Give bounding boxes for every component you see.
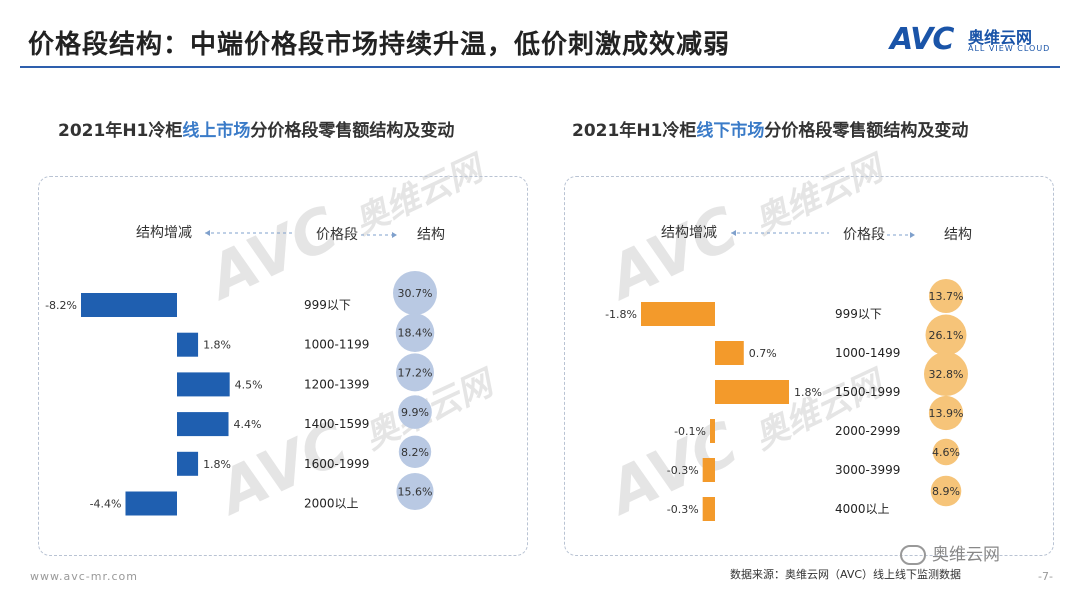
category-label: 999以下 — [835, 307, 882, 321]
chart-panel-online: 结构增减 价格段 结构 -8.2% 999以下 30.7% 1.8% 1000-1199 18.… — [38, 176, 528, 556]
bar — [177, 412, 229, 437]
category-label: 2000-2999 — [835, 424, 900, 438]
bar-label: 4.5% — [235, 378, 263, 391]
bar-label: 1.8% — [203, 339, 231, 352]
share-bubble — [924, 352, 968, 396]
bar-label: -0.1% — [674, 425, 706, 438]
arrow-right-icon — [910, 232, 915, 238]
share-bubble — [928, 395, 964, 431]
category-label: 2000以上 — [304, 497, 359, 511]
category-label: 1000-1199 — [304, 338, 369, 352]
share-label: 32.8% — [929, 368, 964, 381]
share-label: 13.9% — [929, 407, 964, 420]
wechat-badge: 奥维云网 — [900, 540, 1000, 565]
chart-title-part: 分价格段零售额结构及变动 — [764, 121, 969, 141]
chart-title-part: 2021年H1冷柜 — [58, 121, 183, 141]
category-label: 1600-1999 — [304, 457, 369, 471]
header-segment: 价格段 — [843, 227, 885, 243]
category-label: 1400-1599 — [304, 417, 369, 431]
bar — [125, 491, 177, 516]
bar — [177, 332, 199, 357]
page-number: -7- — [1038, 570, 1053, 583]
share-bubble — [398, 395, 432, 429]
share-bubble — [396, 353, 434, 392]
share-label: 15.6% — [398, 486, 433, 499]
logo-cn: 奥维云网 — [968, 28, 1033, 47]
share-label: 8.9% — [932, 485, 960, 498]
category-label: 999以下 — [304, 298, 351, 312]
bar — [702, 497, 715, 521]
chart-title-part: 2021年H1冷柜 — [572, 121, 697, 141]
chart-title-highlight: 线下市场 — [696, 121, 765, 141]
bar — [81, 293, 177, 317]
chart-title-offline: 2021年H1冷柜线下市场分价格段零售额结构及变动 — [572, 116, 968, 141]
share-label: 26.1% — [929, 329, 964, 342]
chart-online: 结构增减 价格段 结构 -8.2% 999以下 30.7% 1.8% 1000-1199 18.… — [45, 225, 445, 516]
share-label: 9.9% — [401, 406, 429, 419]
chart-offline: 结构增减 价格段 结构 -1.8% 999以下 13.7% 0.7% 1000-1499 26.… — [605, 225, 972, 521]
share-bubble — [928, 278, 964, 314]
bar-label: -1.8% — [605, 308, 637, 321]
share-label: 4.6% — [932, 446, 960, 459]
arrow-right-icon — [392, 232, 397, 238]
header-change: 结构增减 — [136, 225, 192, 241]
bar — [641, 302, 715, 326]
bar — [715, 341, 744, 365]
header-share: 结构 — [417, 227, 445, 243]
category-label: 1500-1999 — [835, 385, 900, 399]
share-label: 18.4% — [398, 327, 433, 340]
share-label: 13.7% — [929, 290, 964, 303]
share-bubble — [396, 472, 434, 511]
header-share: 结构 — [944, 227, 972, 243]
wechat-label: 奥维云网 — [932, 545, 1000, 565]
share-bubble — [925, 314, 967, 356]
logo-en: ALL VIEW CLOUD — [968, 44, 1051, 53]
share-bubble — [398, 435, 432, 469]
share-bubble — [930, 475, 962, 507]
page-title: 价格段结构：中端价格段市场持续升温，低价刺激成效减弱 — [28, 30, 731, 60]
title-divider — [20, 66, 1060, 68]
logo-mark: AVC — [890, 22, 954, 57]
bar-label: 1.8% — [794, 386, 822, 399]
share-bubble — [393, 271, 437, 315]
arrow-left-icon — [731, 230, 736, 236]
bar-label: 0.7% — [749, 347, 777, 360]
bar — [702, 458, 715, 482]
bar — [177, 372, 230, 397]
footer-source: 数据来源：奥维云网（AVC）线上线下监测数据 — [730, 568, 962, 581]
chart-title-highlight: 线上市场 — [182, 121, 251, 141]
brand-logo: AVC 奥维云网 ALL VIEW CLOUD — [890, 22, 1060, 58]
share-label: 30.7% — [398, 287, 433, 300]
bar — [177, 451, 199, 476]
chart-title-online: 2021年H1冷柜线上市场分价格段零售额结构及变动 — [58, 116, 454, 141]
arrow-left-icon — [205, 230, 210, 236]
chart-title-part: 分价格段零售额结构及变动 — [250, 121, 455, 141]
share-bubble — [395, 313, 435, 352]
bar-label: 1.8% — [203, 458, 231, 471]
bar-label: -8.2% — [45, 299, 77, 312]
share-label: 8.2% — [401, 446, 429, 459]
category-label: 1000-1499 — [835, 346, 900, 360]
share-label: 17.2% — [398, 366, 433, 379]
share-bubble — [932, 438, 960, 466]
bar-label: -0.3% — [667, 464, 699, 477]
category-label: 3000-3999 — [835, 463, 900, 477]
bar-label: -4.4% — [90, 498, 122, 511]
bar-label: -0.3% — [667, 503, 699, 516]
footer-url[interactable]: www.avc-mr.com — [30, 570, 138, 583]
category-label: 1200-1399 — [304, 377, 369, 391]
category-label: 4000以上 — [835, 502, 890, 516]
header-segment: 价格段 — [316, 227, 358, 243]
bar — [715, 380, 789, 404]
bar — [710, 419, 715, 443]
wechat-icon — [900, 545, 926, 565]
bar-label: 4.4% — [234, 418, 262, 431]
header-change: 结构增减 — [661, 225, 717, 241]
chart-panel-offline: 结构增减 价格段 结构 -1.8% 999以下 13.7% 0.7% 1000-1499 26.… — [564, 176, 1054, 556]
